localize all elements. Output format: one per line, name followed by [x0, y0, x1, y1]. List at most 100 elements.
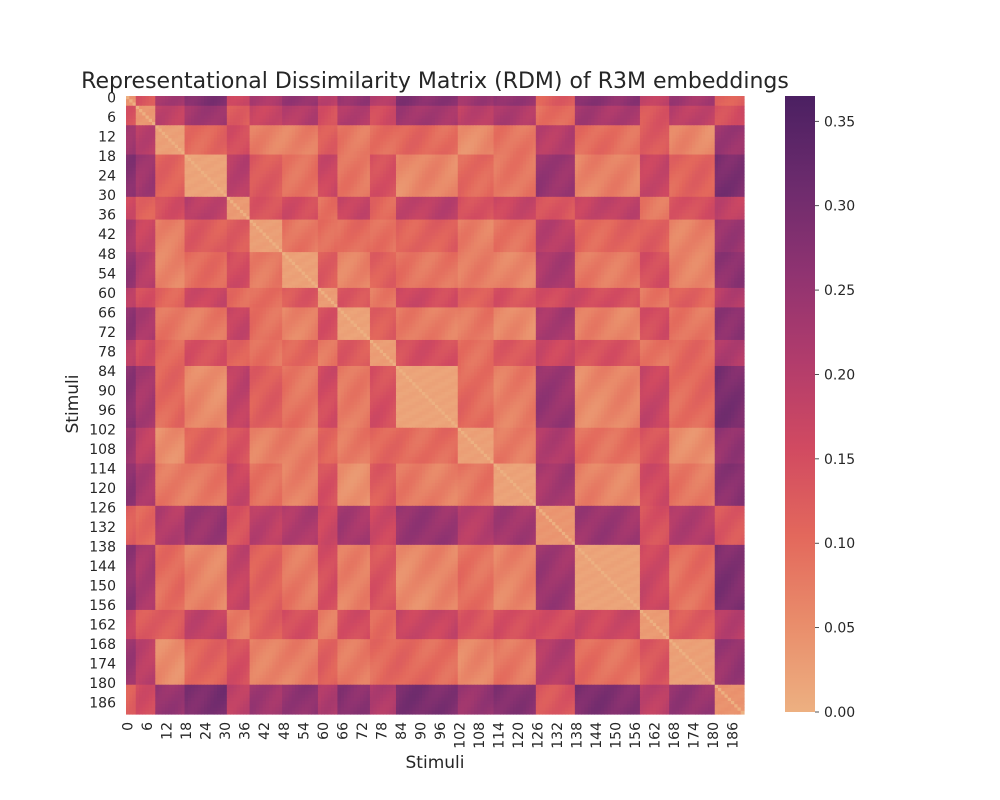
heatmap-cell — [275, 102, 280, 107]
heatmap-cell — [321, 122, 326, 126]
heatmap-cell — [223, 99, 228, 104]
heatmap-cell — [171, 99, 179, 104]
heatmap-cell — [646, 99, 651, 104]
heatmap-cell — [291, 125, 296, 130]
heatmap-cell — [610, 112, 615, 117]
heatmap-cell — [555, 109, 560, 113]
heatmap-cell — [360, 125, 365, 130]
heatmap-cell — [574, 109, 579, 113]
heatmap-cell — [395, 115, 400, 120]
heatmap-cell — [223, 105, 228, 110]
heatmap-cell — [535, 122, 540, 126]
heatmap-cell — [256, 105, 260, 110]
heatmap-cell — [568, 115, 573, 120]
heatmap-cell — [727, 118, 732, 123]
heatmap-cell — [197, 125, 202, 130]
heatmap-cell — [464, 122, 472, 126]
heatmap-cell — [708, 96, 713, 100]
heatmap-cell — [675, 109, 680, 113]
heatmap-cell — [578, 96, 582, 100]
heatmap-cell — [395, 122, 400, 126]
heatmap-cell — [727, 112, 732, 117]
heatmap-cell — [126, 122, 130, 126]
heatmap-cell — [265, 99, 273, 104]
heatmap-cell — [454, 96, 459, 100]
heatmap-cell — [256, 112, 260, 117]
heatmap-cell — [207, 125, 215, 130]
heatmap-cell — [256, 99, 260, 104]
heatmap-cell — [685, 118, 690, 123]
heatmap-cell — [568, 99, 573, 104]
heatmap-cell — [405, 118, 410, 123]
heatmap-cell — [347, 112, 352, 117]
heatmap-cell — [269, 112, 273, 117]
heatmap-cell — [714, 109, 719, 113]
heatmap-cell — [662, 122, 667, 126]
heatmap-cell — [126, 112, 130, 117]
heatmap-cell — [249, 102, 254, 107]
heatmap-cell — [249, 96, 254, 100]
heatmap-cell — [529, 102, 534, 107]
heatmap-cell — [500, 99, 504, 104]
heatmap-cell — [539, 122, 543, 126]
heatmap-cell — [288, 109, 293, 113]
heatmap-cell — [204, 122, 208, 126]
heatmap-cell — [438, 118, 443, 123]
heatmap-cell — [435, 115, 439, 120]
heatmap-cell — [613, 102, 618, 107]
heatmap-cell — [184, 118, 189, 123]
heatmap-cell — [376, 118, 381, 123]
heatmap-cell — [467, 125, 472, 130]
heatmap-cell — [272, 96, 277, 100]
heatmap-cell — [470, 122, 475, 126]
heatmap-cell — [441, 112, 446, 117]
heatmap-cell — [477, 118, 482, 123]
heatmap-cell — [386, 122, 391, 126]
heatmap-cell — [129, 122, 134, 126]
heatmap-cell — [724, 118, 729, 123]
heatmap-cell — [519, 112, 524, 117]
heatmap-cell — [740, 96, 745, 100]
heatmap-cell — [665, 102, 670, 107]
heatmap-cell — [623, 122, 628, 126]
heatmap-cell — [184, 109, 189, 113]
heatmap-cell — [734, 99, 739, 104]
heatmap-cell — [282, 112, 286, 117]
heatmap-cell — [698, 105, 703, 110]
heatmap-cell — [278, 125, 283, 130]
heatmap-cell — [360, 105, 368, 110]
heatmap-cell — [399, 112, 404, 117]
heatmap-cell — [656, 109, 661, 113]
heatmap-cell — [152, 105, 156, 110]
heatmap-cell — [604, 109, 608, 113]
heatmap-cell — [324, 105, 329, 110]
heatmap-cell — [191, 122, 195, 126]
heatmap-cell — [129, 115, 134, 120]
heatmap-cell — [337, 96, 342, 100]
heatmap-cell — [730, 112, 735, 117]
heatmap-cell — [178, 99, 182, 104]
heatmap-cell — [464, 105, 469, 110]
heatmap-cell — [282, 102, 286, 107]
heatmap-cell — [461, 125, 465, 130]
heatmap-cell — [139, 102, 143, 107]
heatmap-cell — [334, 125, 339, 130]
heatmap-cell — [259, 109, 264, 113]
heatmap-cell — [555, 105, 560, 110]
heatmap-cell — [353, 105, 358, 110]
heatmap-cell — [678, 96, 683, 100]
heatmap-cell — [356, 105, 361, 110]
heatmap-cell — [701, 96, 706, 100]
heatmap-cell — [591, 105, 595, 110]
heatmap-cell — [379, 112, 384, 117]
heatmap-cell — [298, 122, 303, 126]
heatmap-cell — [474, 96, 478, 100]
heatmap-cell — [581, 118, 589, 123]
heatmap-cell — [633, 122, 638, 126]
heatmap-cell — [636, 99, 641, 104]
heatmap-cell — [539, 96, 543, 100]
heatmap-cell — [734, 102, 739, 107]
heatmap-cell — [343, 102, 348, 107]
heatmap-cell — [532, 125, 537, 130]
heatmap-cell — [493, 102, 498, 107]
